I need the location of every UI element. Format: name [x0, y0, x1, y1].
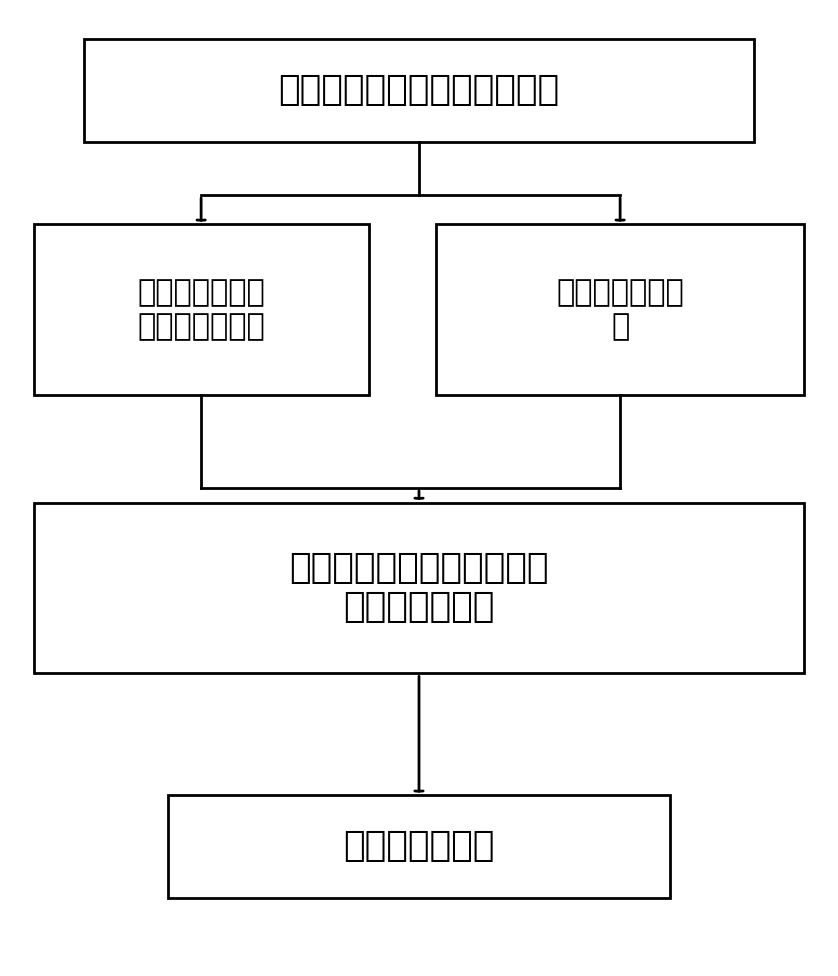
Bar — [34, 224, 369, 395]
Bar — [34, 503, 804, 673]
Text: 仿真实验和分析: 仿真实验和分析 — [344, 830, 494, 863]
Text: 末端轨迹跟踪算
法: 末端轨迹跟踪算 法 — [556, 278, 684, 341]
Bar — [84, 39, 754, 142]
Bar — [168, 795, 670, 898]
Bar — [436, 224, 804, 395]
Text: 基于零空间避障的机械臂末
端轨迹跟踪算法: 基于零空间避障的机械臂末 端轨迹跟踪算法 — [289, 550, 549, 625]
Text: 建立冗余机械臂正运动学方程: 建立冗余机械臂正运动学方程 — [278, 73, 560, 106]
Text: 避障模型及最小
伪距离计算方法: 避障模型及最小 伪距离计算方法 — [137, 278, 265, 341]
